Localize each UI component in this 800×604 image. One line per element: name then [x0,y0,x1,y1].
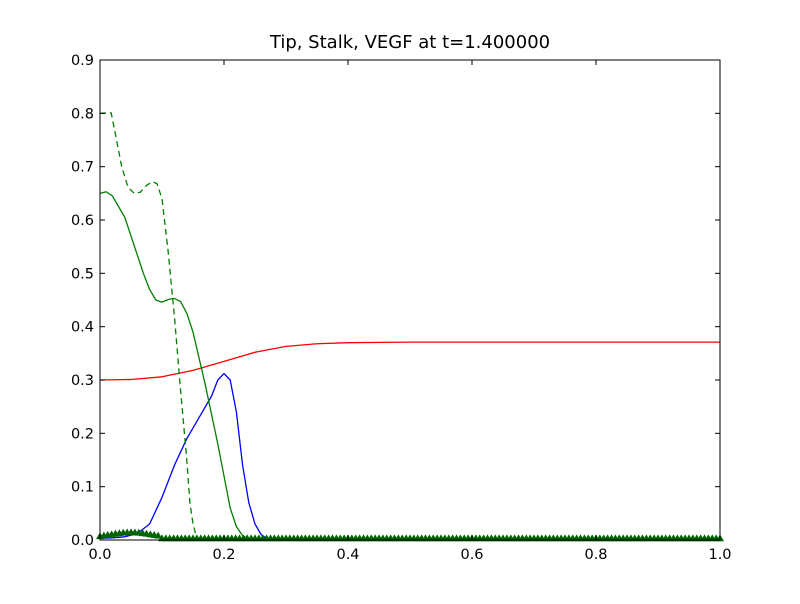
y-tick-label: 0.1 [71,480,94,496]
baseline-marker [154,531,163,539]
x-tick-label: 0.4 [336,547,359,563]
series-line-1 [99,341,720,381]
y-tick-label: 0.7 [71,160,94,176]
y-tick-label: 0.3 [71,373,94,389]
x-tick-label: 0.0 [88,547,111,563]
series-line-3 [99,191,720,541]
x-tick-label: 0.8 [584,547,607,563]
y-tick-label: 0.2 [71,426,94,442]
series-line-2 [99,372,720,541]
y-tick-label: 0.0 [71,533,94,549]
y-tick-label: 0.6 [71,213,94,229]
series-layer [99,112,720,541]
series-line-4 [99,112,720,541]
x-tick-label: 0.6 [460,547,483,563]
tick-layer: 0.0 0.2 0.4 0.6 0.8 1.0 0.0 0.1 0.2 0.3 0.4 0.5 0.6 0… [71,53,732,563]
y-tick-label: 0.5 [71,266,94,282]
x-tick-label: 0.2 [212,547,235,563]
chart-title: Tip, Stalk, VEGF at t=1.400000 [269,32,550,53]
plot-frame [99,59,721,541]
y-tick-label: 0.8 [71,106,94,122]
x-tick-label: 1.0 [708,547,731,563]
y-tick-label: 0.9 [71,53,94,69]
y-tick-label: 0.4 [71,320,94,336]
